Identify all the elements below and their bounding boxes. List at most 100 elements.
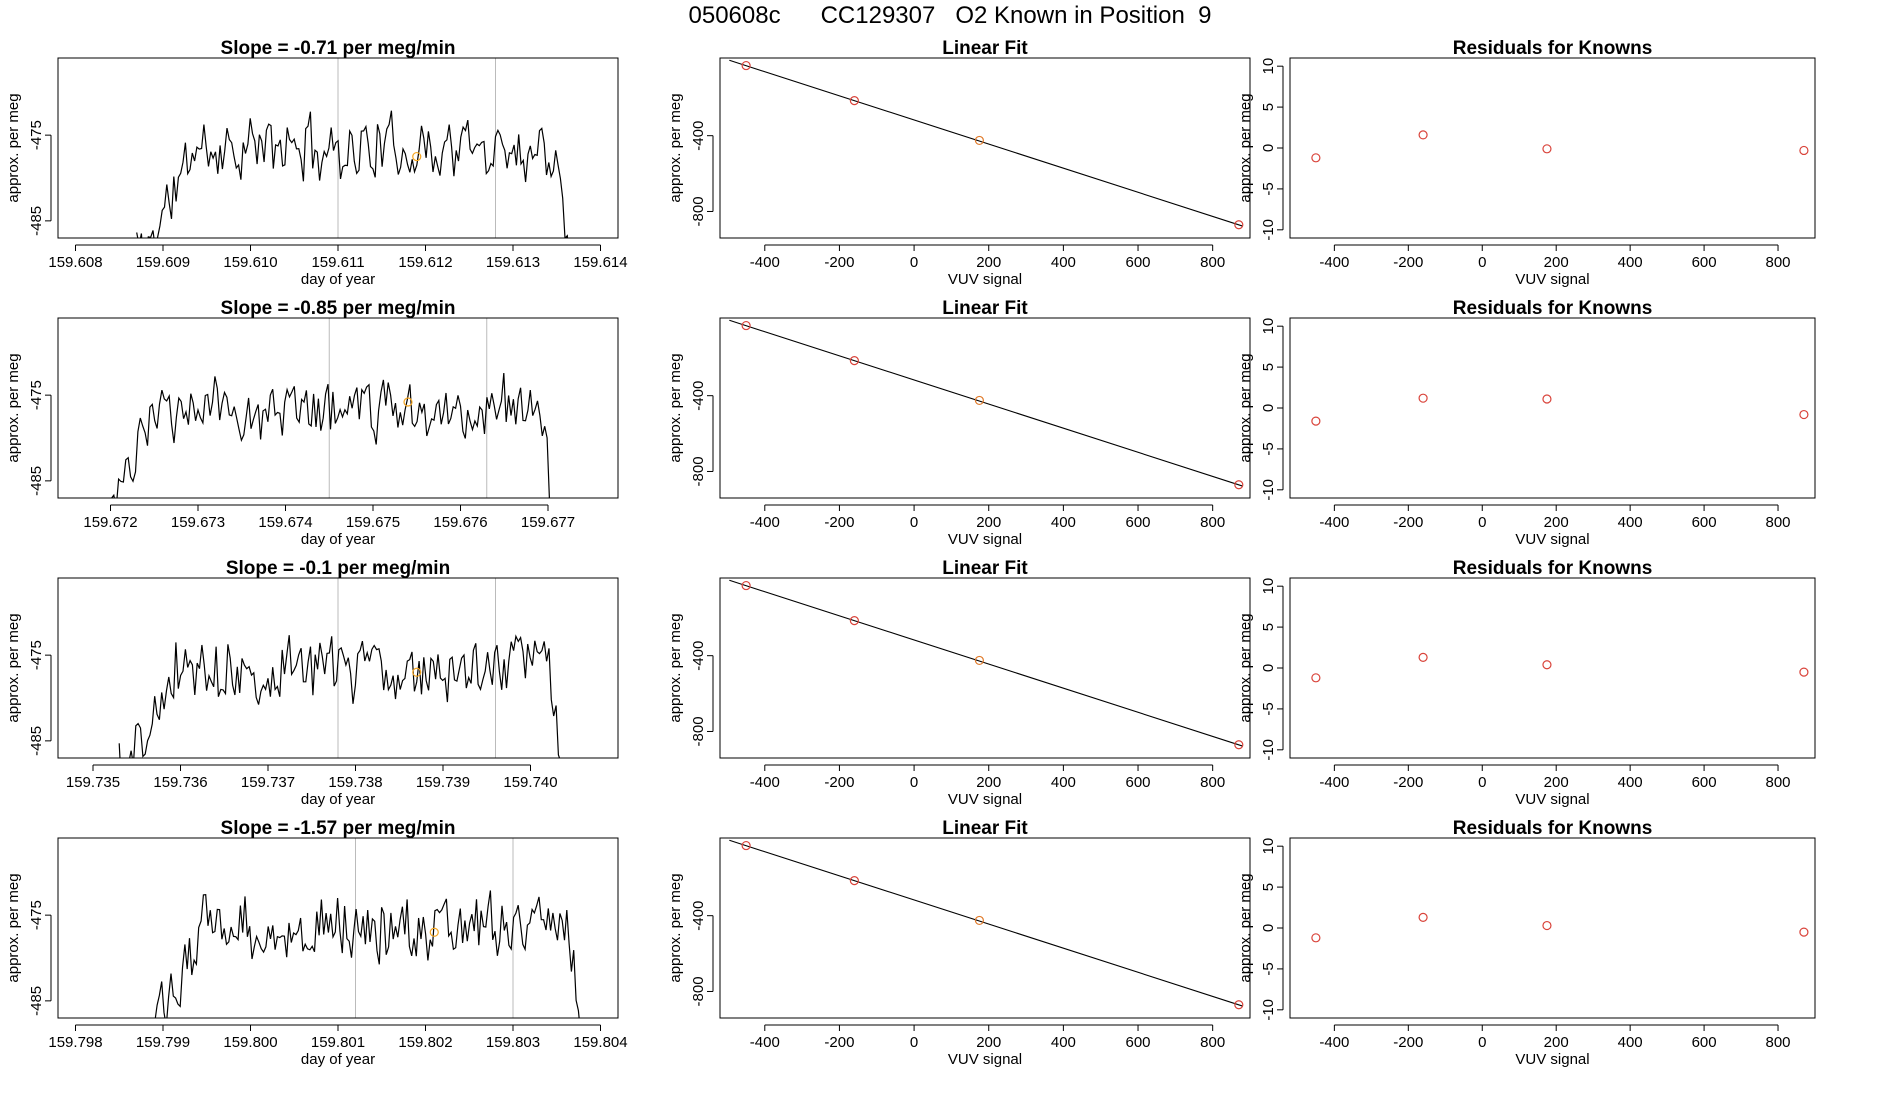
x-tick-label: 200 — [976, 1034, 1001, 1051]
chart-panel-timeseries-row2: Slope = -0.85 per meg/min 159.672 159.673 1… — [5, 298, 619, 548]
data-point — [974, 655, 985, 666]
x-tick-label: 159.676 — [433, 514, 487, 531]
x-tick-label: 800 — [1766, 514, 1791, 531]
x-tick-label: 159.736 — [153, 774, 207, 791]
x-tick-label: 600 — [1692, 254, 1717, 271]
data-point — [849, 96, 859, 106]
x-tick-label: -200 — [1393, 1034, 1423, 1051]
x-axis-label: VUV signal — [948, 1051, 1022, 1068]
data-point — [1418, 130, 1428, 140]
chart-panel-linear_fit-row4: Linear Fit -400 -200 0 200 400 600 800 VUV signa… — [667, 818, 1251, 1068]
plot-frame — [719, 837, 1251, 1019]
y-tick-label: -400 — [690, 901, 707, 931]
y-tick-label: -485 — [28, 986, 45, 1016]
data-point — [1234, 480, 1244, 490]
x-tick-label: 400 — [1051, 254, 1076, 271]
plot-frame — [57, 57, 619, 239]
chart-panel-residuals-row4: Residuals for Knowns -400 -200 0 200 400 600 80… — [1237, 818, 1816, 1068]
y-tick-label: 5 — [1260, 623, 1277, 631]
data-point — [1234, 1000, 1244, 1010]
y-tick-label: -800 — [690, 196, 707, 226]
y-axis-label: approx. per meg — [5, 873, 22, 982]
x-tick-label: -400 — [1319, 514, 1349, 531]
x-tick-label: 200 — [1544, 1034, 1569, 1051]
data-point — [1234, 740, 1244, 750]
y-axis-label: approx. per meg — [1237, 353, 1254, 462]
x-tick-label: 159.672 — [83, 514, 137, 531]
chart-panel-timeseries-row3: Slope = -0.1 per meg/min 159.735 159.736 15… — [5, 558, 619, 808]
x-tick-label: 159.612 — [398, 254, 452, 271]
x-axis-label: VUV signal — [1515, 791, 1589, 808]
x-tick-label: 400 — [1618, 1034, 1643, 1051]
x-axis-label: VUV signal — [948, 271, 1022, 288]
y-axis-label: approx. per meg — [5, 93, 22, 202]
x-tick-label: 159.803 — [486, 1034, 540, 1051]
data-point — [1799, 145, 1809, 156]
x-tick-label: 159.673 — [171, 514, 225, 531]
x-tick-label: 600 — [1126, 774, 1151, 791]
data-point — [1542, 394, 1552, 404]
data-point — [1542, 920, 1552, 931]
data-point — [1311, 933, 1321, 943]
data-point — [1418, 393, 1428, 403]
chart-title: Residuals for Knowns — [1453, 38, 1653, 59]
x-axis-label: VUV signal — [948, 531, 1022, 548]
y-axis-label: approx. per meg — [667, 873, 684, 982]
y-tick-label: 10 — [1260, 318, 1277, 335]
x-tick-label: 159.675 — [346, 514, 400, 531]
x-tick-label: 200 — [1544, 774, 1569, 791]
x-tick-label: 159.611 — [311, 254, 364, 271]
y-tick-label: -5 — [1260, 962, 1277, 975]
y-axis-label: approx. per meg — [5, 613, 22, 722]
y-axis-label: approx. per meg — [5, 353, 22, 462]
data-point — [1311, 673, 1321, 683]
x-tick-label: 159.799 — [136, 1034, 190, 1051]
chart-panel-residuals-row2: Residuals for Knowns -400 -200 0 200 400 600 80… — [1237, 298, 1816, 548]
x-tick-label: -200 — [1393, 774, 1423, 791]
data-point — [1799, 927, 1809, 937]
series-line — [154, 890, 580, 1018]
chart-panel-linear_fit-row2: Linear Fit -400 -200 0 200 400 600 800 VUV signa… — [667, 298, 1251, 548]
x-tick-label: 200 — [1544, 514, 1569, 531]
fit-line — [729, 59, 1243, 227]
y-tick-label: -800 — [690, 456, 707, 486]
chart-panel-timeseries-row1: Slope = -0.71 per meg/min 159.608 159.609 1… — [5, 38, 628, 288]
plot-frame — [1289, 577, 1816, 759]
x-tick-label: 159.802 — [398, 1034, 452, 1051]
x-tick-label: 800 — [1200, 514, 1225, 531]
chart-title: Residuals for Knowns — [1453, 298, 1653, 319]
y-tick-label: -10 — [1260, 999, 1277, 1021]
fit-line — [729, 839, 1243, 1007]
y-axis-label: approx. per meg — [667, 93, 684, 202]
data-point — [849, 616, 859, 626]
plot-frame — [719, 57, 1251, 239]
y-tick-label: 0 — [1260, 144, 1277, 152]
plot-frame — [57, 317, 619, 499]
x-tick-label: 159.737 — [241, 774, 295, 791]
y-tick-label: 10 — [1260, 838, 1277, 855]
x-axis-label: day of year — [301, 791, 375, 808]
y-tick-label: -800 — [690, 976, 707, 1006]
x-tick-label: 800 — [1766, 1034, 1791, 1051]
plot-frame — [1289, 837, 1816, 1019]
data-point — [974, 135, 985, 146]
highlight-point — [412, 151, 422, 162]
highlight-point — [412, 667, 422, 677]
plot-frame — [57, 837, 619, 1019]
chart-panel-residuals-row1: Residuals for Knowns -400 -200 0 200 400 600 80… — [1237, 38, 1816, 288]
y-tick-label: -400 — [690, 121, 707, 151]
data-point — [1418, 652, 1428, 662]
x-tick-label: -400 — [750, 774, 780, 791]
series-line — [118, 634, 561, 758]
y-tick-label: -5 — [1260, 442, 1277, 455]
data-point — [1799, 667, 1809, 677]
x-tick-label: -400 — [750, 254, 780, 271]
x-tick-label: -400 — [1319, 1034, 1349, 1051]
data-point — [1311, 153, 1321, 163]
data-point — [1418, 912, 1428, 922]
y-tick-label: -400 — [690, 381, 707, 411]
x-tick-label: 800 — [1200, 1034, 1225, 1051]
chart-title: Slope = -0.71 per meg/min — [221, 38, 456, 59]
x-tick-label: 600 — [1126, 254, 1151, 271]
